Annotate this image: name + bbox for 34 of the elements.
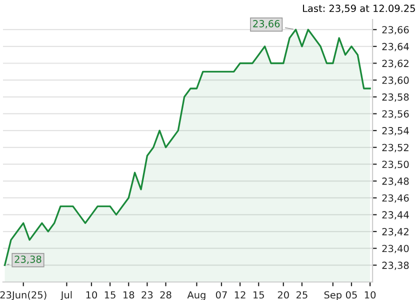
x-tick-label: 15 — [254, 291, 264, 299]
y-tick-label: 23,64 — [382, 42, 409, 52]
x-tick-label: 18 — [124, 291, 134, 299]
x-tick-label: 10 — [364, 291, 376, 299]
x-tick-label: Jul — [60, 291, 72, 300]
x-tick-label: 10 — [86, 291, 98, 299]
y-tick-label: 23,38 — [382, 262, 409, 270]
y-tick-label: 23,50 — [382, 160, 409, 170]
x-tick-label: 28 — [160, 291, 172, 299]
x-tick-label: 15 — [104, 291, 116, 299]
text: Last: 23,59 at 12.09.25 — [303, 4, 415, 14]
y-tick-label: 23,62 — [382, 60, 408, 68]
y-tick-label: 23,52 — [382, 144, 408, 152]
x-tick-label: 23Jun(25) — [0, 291, 46, 300]
x-tick-label: 12 — [234, 291, 246, 298]
annotation: 23,38 — [14, 256, 42, 264]
x-tick-label: 23 — [142, 291, 153, 299]
y-tick-label: 23,48 — [382, 178, 409, 186]
x-tick-label: 07 — [216, 291, 227, 299]
annotation: 23,66 — [253, 20, 280, 28]
x-tick-label: 05 — [346, 291, 357, 299]
y-tick-label: 23,56 — [382, 110, 409, 119]
y-tick-label: 23,58 — [382, 93, 409, 102]
y-tick-label: 23,66 — [382, 26, 409, 34]
x-tick-label: 20 — [278, 291, 289, 299]
y-tick-label: 23,42 — [382, 228, 408, 236]
y-tick-label: 23,60 — [382, 76, 409, 85]
y-tick-label: 23,46 — [382, 194, 409, 203]
y-tick-label: 23,44 — [382, 211, 409, 220]
x-tick-label: Sep — [324, 291, 342, 300]
x-tick-label: 25 — [296, 291, 308, 299]
y-tick-label: 23,54 — [382, 127, 409, 136]
y-tick-label: 23,40 — [382, 244, 409, 254]
x-tick-label: Aug — [187, 291, 206, 300]
